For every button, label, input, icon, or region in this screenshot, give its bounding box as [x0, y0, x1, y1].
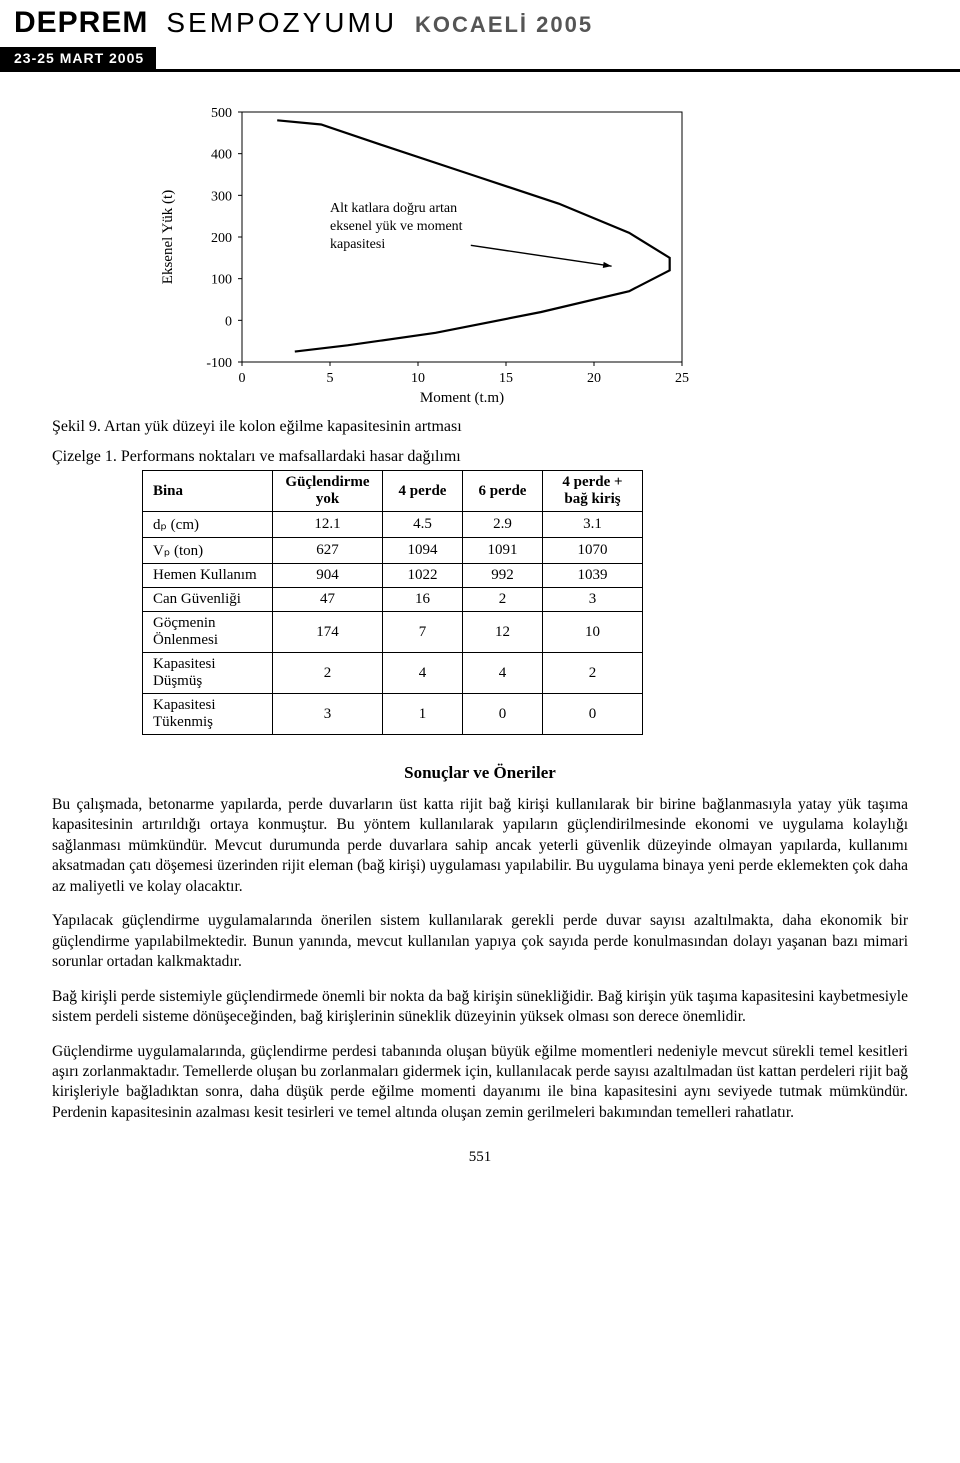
banner-title-row: DEPREM SEMPOZYUMU KOCAELİ 2005: [0, 0, 960, 40]
data-cell: 16: [383, 588, 463, 612]
table-row: Hemen Kullanım90410229921039: [143, 564, 643, 588]
page-content: -10001002003004005000510152025Eksenel Yü…: [0, 72, 960, 1206]
svg-text:eksenel yük ve moment: eksenel yük ve moment: [330, 219, 463, 234]
data-cell: 10: [543, 612, 643, 653]
row-label-cell: Vₚ (ton): [143, 538, 273, 564]
svg-text:0: 0: [239, 371, 246, 386]
data-cell: 47: [273, 588, 383, 612]
row-label-cell: Kapasitesi Tükenmiş: [143, 694, 273, 735]
data-cell: 0: [543, 694, 643, 735]
svg-text:100: 100: [211, 273, 232, 288]
data-cell: 4.5: [383, 512, 463, 538]
data-cell: 2: [273, 653, 383, 694]
body-paragraph: Güçlendirme uygulamalarında, güçlendirme…: [52, 1042, 908, 1124]
svg-text:Alt katlara doğru artan: Alt katlara doğru artan: [330, 201, 457, 216]
data-cell: 7: [383, 612, 463, 653]
svg-text:10: 10: [411, 371, 425, 386]
figure-caption: Şekil 9. Artan yük düzeyi ile kolon eğil…: [52, 418, 908, 436]
table-row: dₚ (cm)12.14.52.93.1: [143, 512, 643, 538]
svg-text:20: 20: [587, 371, 601, 386]
svg-text:15: 15: [499, 371, 513, 386]
data-cell: 627: [273, 538, 383, 564]
svg-text:-100: -100: [206, 356, 232, 371]
data-cell: 3: [273, 694, 383, 735]
data-cell: 3: [543, 588, 643, 612]
svg-text:kapasitesi: kapasitesi: [330, 237, 385, 252]
svg-text:Moment (t.m): Moment (t.m): [420, 390, 504, 406]
data-cell: 1094: [383, 538, 463, 564]
banner-word-deprem: DEPREM: [14, 6, 148, 40]
table-header-cell: 6 perde: [463, 471, 543, 512]
section-heading: Sonuçlar ve Öneriler: [52, 763, 908, 783]
performance-table: BinaGüçlendirme yok4 perde6 perde4 perde…: [142, 470, 643, 735]
svg-text:0: 0: [225, 314, 232, 329]
row-label-cell: Hemen Kullanım: [143, 564, 273, 588]
svg-text:25: 25: [675, 371, 689, 386]
table-header-cell: 4 perde + bağ kiriş: [543, 471, 643, 512]
data-cell: 1: [383, 694, 463, 735]
data-cell: 4: [383, 653, 463, 694]
body-paragraph: Bu çalışmada, betonarme yapılarda, perde…: [52, 795, 908, 897]
interaction-chart: -100 0 100 200 300 400 500 0 5 10 15 20 25 Eksenel Yü…: [142, 92, 702, 412]
svg-text:200: 200: [211, 231, 232, 246]
table-row: Göçmenin Önlenmesi17471210: [143, 612, 643, 653]
data-cell: 12: [463, 612, 543, 653]
svg-text:Eksenel Yük (t): Eksenel Yük (t): [160, 190, 176, 284]
data-cell: 1070: [543, 538, 643, 564]
svg-text:300: 300: [211, 189, 232, 204]
table-row: Kapasitesi Düşmüş2442: [143, 653, 643, 694]
row-label-cell: Göçmenin Önlenmesi: [143, 612, 273, 653]
data-cell: 12.1: [273, 512, 383, 538]
table-header-cell: Güçlendirme yok: [273, 471, 383, 512]
data-cell: 3.1: [543, 512, 643, 538]
data-cell: 4: [463, 653, 543, 694]
data-cell: 2: [543, 653, 643, 694]
svg-text:500: 500: [211, 106, 232, 121]
row-label-cell: Kapasitesi Düşmüş: [143, 653, 273, 694]
banner-word-kocaeli: KOCAELİ 2005: [415, 12, 593, 38]
data-cell: 0: [463, 694, 543, 735]
page-header-banner: DEPREM SEMPOZYUMU KOCAELİ 2005 23-25 MAR…: [0, 0, 960, 72]
body-paragraph: Yapılacak güçlendirme uygulamalarında ön…: [52, 911, 908, 972]
svg-text:5: 5: [327, 371, 334, 386]
data-cell: 2: [463, 588, 543, 612]
table-caption: Çizelge 1. Performans noktaları ve mafsa…: [52, 448, 908, 466]
row-label-cell: Can Güvenliği: [143, 588, 273, 612]
data-cell: 992: [463, 564, 543, 588]
chart-wrapper: -100 0 100 200 300 400 500 0 5 10 15 20 25 Eksenel Yü…: [142, 92, 702, 412]
page-number: 551: [52, 1149, 908, 1166]
body-paragraphs-container: Bu çalışmada, betonarme yapılarda, perde…: [52, 795, 908, 1123]
table-row: Vₚ (ton)627109410911070: [143, 538, 643, 564]
data-cell: 1091: [463, 538, 543, 564]
data-cell: 2.9: [463, 512, 543, 538]
data-cell: 174: [273, 612, 383, 653]
data-cell: 1022: [383, 564, 463, 588]
table-header-cell: Bina: [143, 471, 273, 512]
row-label-cell: dₚ (cm): [143, 512, 273, 538]
data-cell: 904: [273, 564, 383, 588]
table-row: Can Güvenliği471623: [143, 588, 643, 612]
svg-text:400: 400: [211, 148, 232, 163]
table-row: Kapasitesi Tükenmiş3100: [143, 694, 643, 735]
banner-date-badge: 23-25 MART 2005: [0, 47, 156, 69]
table-header-cell: 4 perde: [383, 471, 463, 512]
body-paragraph: Bağ kirişli perde sistemiyle güçlendirme…: [52, 987, 908, 1028]
data-cell: 1039: [543, 564, 643, 588]
banner-word-sempozyumu: SEMPOZYUMU: [166, 7, 397, 39]
